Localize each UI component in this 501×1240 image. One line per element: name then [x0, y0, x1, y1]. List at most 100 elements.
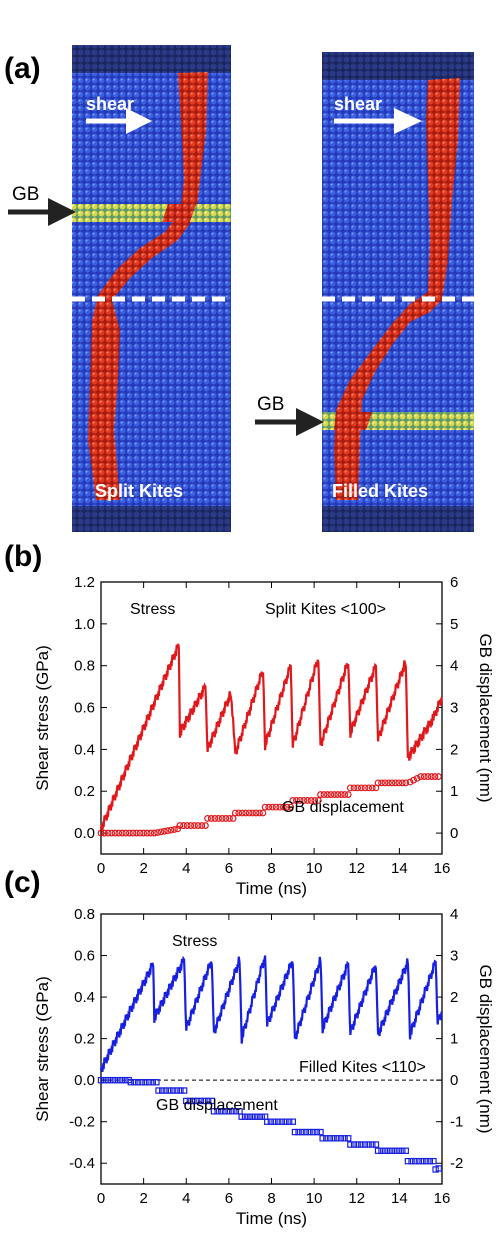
- caption-filled-kites: Filled Kites: [332, 481, 428, 501]
- gb-displacement-marker: [149, 1079, 156, 1086]
- gb-displacement-marker: [374, 1147, 382, 1154]
- grain-boundary-band: [72, 204, 231, 222]
- gb-displacement-marker: [261, 803, 269, 811]
- gb-displacement-marker: [194, 822, 202, 829]
- gb-displacement-marker: [167, 826, 175, 834]
- gb-displacement-marker: [140, 829, 148, 837]
- panel-label-a: (a): [4, 52, 41, 85]
- gb-displacement-marker: [346, 784, 354, 792]
- fixed-layer-bottom: [72, 506, 231, 532]
- gb-displacement-marker: [385, 1147, 392, 1154]
- gb-displacement-marker: [166, 1087, 173, 1094]
- gb-displacement-marker: [169, 1087, 177, 1094]
- y2-tick-label: 5: [450, 616, 458, 633]
- gb-displacement-marker: [334, 1135, 341, 1142]
- gb-displacement-marker: [419, 1157, 426, 1165]
- gb-displacement-marker: [111, 829, 119, 837]
- x-tick-label: 2: [139, 860, 147, 877]
- gb-displacement-marker: [108, 829, 116, 837]
- gb-displacement-marker: [361, 1141, 369, 1148]
- y2-tick-label: 6: [450, 574, 458, 591]
- x-tick-label: 4: [182, 1190, 190, 1207]
- gb-displacement-marker: [202, 822, 209, 829]
- gb-displacement-marker: [138, 1079, 145, 1086]
- gb-displacement-marker: [291, 1128, 299, 1136]
- gb-displacement-marker: [147, 829, 155, 837]
- gb-displacement-marker: [241, 1113, 249, 1120]
- gb-displacement-marker: [415, 1157, 423, 1165]
- gb-displacement-marker: [279, 803, 287, 811]
- gb-displacement-marker: [358, 1141, 365, 1148]
- gb-displacement-marker: [431, 773, 439, 780]
- fixed-layer-top: [322, 52, 474, 80]
- gb-displacement-marker: [282, 1118, 289, 1125]
- gb-displacement-marker: [435, 773, 442, 780]
- annotation: Stress: [130, 601, 175, 618]
- gb-displacement-marker: [222, 815, 230, 822]
- gb-displacement-marker: [122, 829, 130, 837]
- gb-displacement-marker: [177, 1087, 184, 1094]
- gb-displacement-marker: [304, 797, 311, 804]
- gb-displacement-marker: [385, 779, 392, 787]
- gb-displacement-marker: [435, 1165, 443, 1172]
- gb-displacement-marker: [258, 1113, 265, 1120]
- gb-displacement-marker: [334, 791, 342, 798]
- x-axis-label: Time (ns): [236, 879, 307, 898]
- chart-b: 0 2 4 6 8 10 12 14 160.00.20.40.60.81.01.2012345…: [33, 574, 495, 898]
- y-tick-label: 0.0: [74, 825, 95, 842]
- gb-displacement-marker: [337, 791, 345, 798]
- gb-displacement-marker: [395, 1147, 403, 1154]
- gb-displacement-marker: [413, 774, 421, 782]
- gb-displacement-marker: [101, 829, 108, 837]
- gb-displacement-marker: [341, 1135, 348, 1142]
- gb-displacement-marker: [191, 822, 198, 829]
- y2-tick-label: 0: [450, 1072, 458, 1089]
- gb-displacement-marker: [278, 1118, 286, 1125]
- gb-displacement-marker: [248, 1113, 255, 1120]
- gb-displacement-series: [97, 773, 442, 837]
- gb-displacement-marker: [174, 825, 182, 833]
- y2-tick-label: -1: [450, 1114, 463, 1131]
- gb-displacement-marker: [235, 809, 243, 817]
- gb-displacement-marker: [180, 822, 187, 829]
- gb-displacement-marker: [218, 815, 226, 822]
- gb-displacement-marker: [221, 1108, 229, 1115]
- gb-displacement-marker: [101, 1076, 108, 1084]
- deformed-region-crossing: [334, 412, 372, 430]
- y-tick-label: 0.6: [74, 700, 95, 717]
- y2-tick-label: 2: [450, 989, 458, 1006]
- gb-displacement-marker: [271, 1118, 278, 1125]
- gb-displacement-marker: [320, 791, 328, 798]
- y-tick-label: 0.2: [74, 783, 95, 800]
- x-tick-label: 8: [267, 860, 275, 877]
- y-tick-label: 0.8: [74, 658, 95, 675]
- gb-displacement-marker: [183, 1097, 190, 1105]
- gb-displacement-marker: [391, 779, 399, 787]
- y-tick-label: 0.8: [74, 906, 95, 923]
- gb-displacement-marker: [324, 791, 331, 798]
- gb-displacement-marker: [402, 779, 410, 787]
- x-axis-label: Time (ns): [236, 1209, 307, 1228]
- gb-displacement-marker: [131, 1079, 138, 1086]
- gb-displacement-marker: [215, 815, 222, 822]
- gb-displacement-series: [97, 1076, 443, 1173]
- gb-displacement-marker: [311, 797, 319, 804]
- gb-displacement-marker: [417, 773, 425, 780]
- gb-displacement-marker: [326, 1135, 334, 1142]
- y-tick-label: 0.4: [74, 989, 95, 1006]
- gb-displacement-marker: [392, 1147, 399, 1154]
- gb-displacement-marker: [204, 1097, 212, 1105]
- gb-displacement-marker: [276, 803, 284, 811]
- gb-displacement-marker: [319, 1135, 326, 1142]
- annotation: Stress: [172, 933, 217, 950]
- gb-displacement-marker: [354, 784, 362, 792]
- gb-displacement-marker: [127, 1079, 135, 1086]
- gb-displacement-marker: [317, 791, 324, 798]
- y-axis-label: Shear stress (GPa): [33, 645, 52, 791]
- gb-displacement-marker: [252, 809, 260, 817]
- gb-displacement-marker: [187, 822, 195, 829]
- y2-tick-label: 1: [450, 1031, 458, 1048]
- gb-displacement-marker: [354, 1141, 361, 1148]
- x-tick-label: 16: [434, 1190, 451, 1207]
- y2-tick-label: 4: [450, 906, 458, 923]
